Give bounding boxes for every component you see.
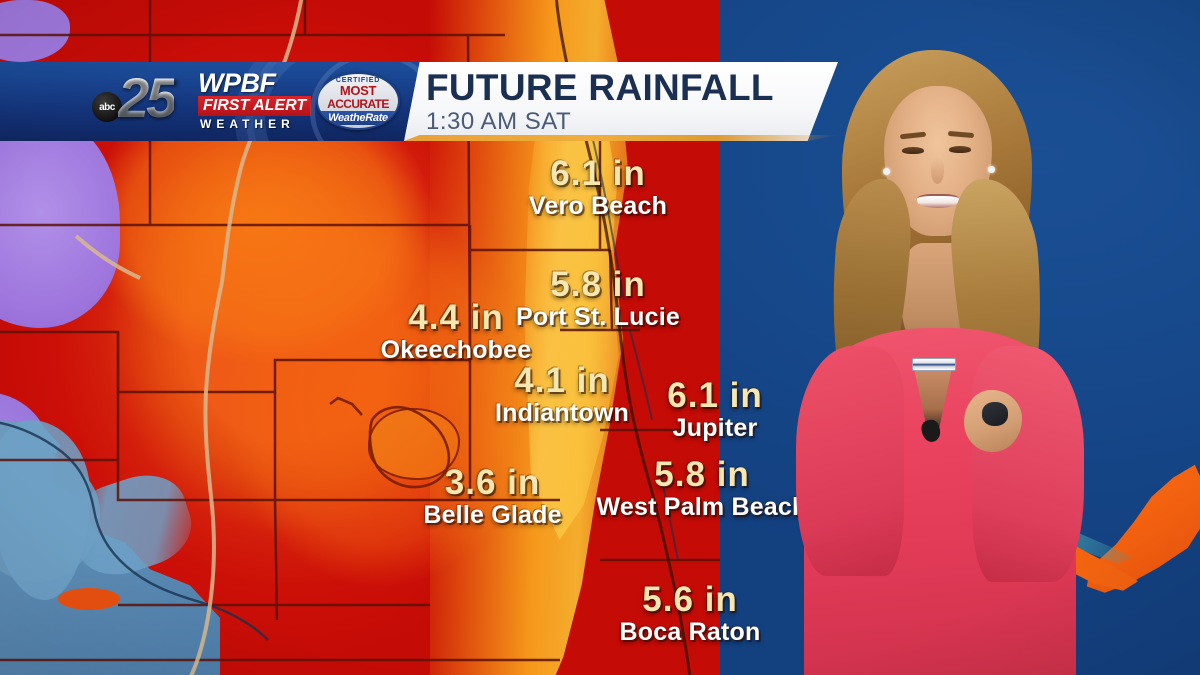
page-title: FUTURE RAINFALL [426,67,774,108]
nose [931,158,944,184]
abc-network-icon: abc [92,92,122,122]
city-label-indiantown: 4.1 in Indiantown [482,363,642,426]
rainfall-extreme-zone [0,118,120,328]
title-panel: FUTURE RAINFALL 1:30 AM SAT [404,62,838,141]
call-letters: WPBF [198,68,276,98]
handheld-clicker [982,402,1008,426]
wpbf-logo[interactable]: abc 25 WPBF FIRST ALERT WEATHER [92,66,312,134]
dress-clasp [912,358,956,371]
mouth [917,194,959,208]
city-name: Port St. Lucie [516,303,680,331]
eye-right [949,146,971,153]
city-label-okeechobee: 4.4 in Okeechobee [368,300,544,363]
city-label-jupiter: 6.1 in Jupiter [640,378,790,441]
city-name: Jupiter [672,414,758,442]
city-label-vero-beach: 6.1 in Vero Beach [508,156,688,219]
banner-accent-stripe [404,135,838,141]
rainfall-value: 5.8 in [654,455,750,494]
forecast-timestamp: 1:30 AM SAT [426,108,572,135]
channel-number: 25 [118,66,177,129]
rainfall-value: 5.8 in [550,265,646,304]
city-name: Indiantown [495,399,629,427]
meteorologist [786,28,1096,675]
city-name: Belle Glade [423,501,562,529]
shoulder-right [972,346,1084,582]
station-logo-panel[interactable]: abc 25 WPBF FIRST ALERT WEATHER CERTIFIE… [0,62,420,141]
rainfall-value: 3.6 in [444,463,541,502]
weatherate-badge[interactable]: CERTIFIED MOST ACCURATE WeatheRate [316,72,400,130]
city-label-port-st-lucie: 5.8 in Port St. Lucie [498,267,698,330]
city-name: Okeechobee [380,336,532,364]
city-label-boca-raton: 5.6 in Boca Raton [600,582,780,645]
coastal-inlet [58,588,120,610]
abc-logo-text: abc [99,101,115,113]
weather-word-label: WEATHER [200,117,295,131]
city-name: West Palm Beach [596,493,808,521]
city-label-west-palm-beach: 5.8 in West Palm Beach [588,457,816,520]
eye-left [902,147,924,154]
rainfall-value: 4.1 in [514,361,610,400]
badge-most-label: MOST [339,82,377,98]
earring-right [988,166,995,173]
lake-okeechobee [368,408,460,480]
title-banner: abc 25 WPBF FIRST ALERT WEATHER CERTIFIE… [0,62,838,141]
badge-accurate-label: ACCURATE [327,96,389,111]
first-alert-label: FIRST ALERT [198,96,312,117]
city-name: Boca Raton [619,618,761,646]
city-label-belle-glade: 3.6 in Belle Glade [410,465,575,528]
earring-left [883,168,890,175]
badge-certified-label: CERTIFIED [335,76,381,84]
rainfall-value: 4.4 in [408,298,504,337]
badge-weatherate-label: WeatheRate [318,111,398,126]
rainfall-value: 6.1 in [550,154,646,193]
rainfall-value: 6.1 in [667,376,763,415]
city-name: Vero Beach [528,192,668,220]
rainfall-value: 5.6 in [642,580,738,619]
shoulder-left [796,346,904,576]
